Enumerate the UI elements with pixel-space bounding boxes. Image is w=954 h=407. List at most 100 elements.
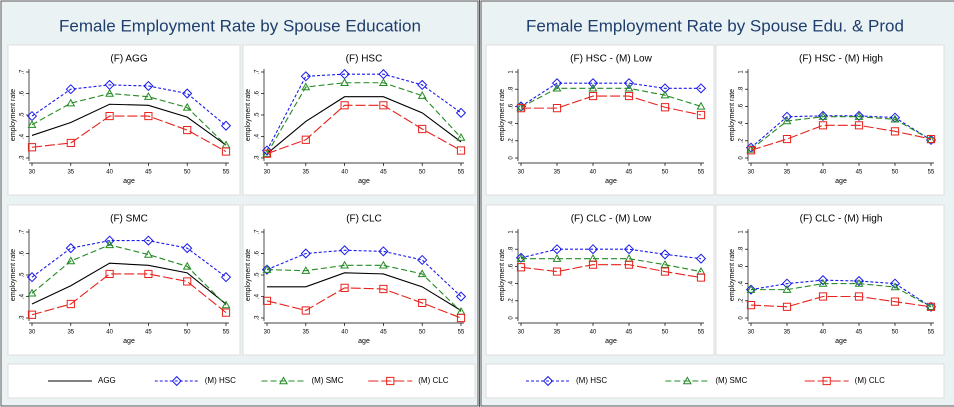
chart-box [485, 44, 715, 196]
series-line [31, 103, 227, 146]
legend-label: (M) SMC [312, 376, 344, 385]
marker [588, 83, 598, 92]
x-tick-label: 40 [820, 330, 827, 336]
marker [27, 310, 37, 319]
marker [782, 285, 792, 293]
series-line [750, 124, 932, 151]
marker [660, 267, 670, 276]
chart-box [242, 44, 476, 196]
marker [552, 104, 562, 113]
marker [854, 112, 864, 120]
x-axis-label: age [835, 178, 847, 185]
marker [300, 71, 311, 82]
chart-title: (F) AGG [110, 54, 147, 65]
y-tick-label: .2 [739, 298, 745, 304]
x-tick-label: 40 [106, 330, 113, 336]
marker [746, 146, 756, 155]
marker [516, 263, 526, 272]
marker [624, 91, 634, 101]
marker [301, 266, 311, 274]
legend-marker [171, 375, 182, 387]
y-tick-label: 1 [509, 230, 515, 234]
marker [456, 146, 466, 155]
marker [340, 283, 349, 292]
x-tick-label: 45 [145, 170, 152, 176]
chart-title: (F) CLC [346, 214, 382, 225]
marker [782, 134, 792, 144]
x-axis-label: age [605, 338, 617, 345]
y-tick-label: .6 [255, 90, 261, 96]
series-line [521, 95, 702, 116]
x-tick-label: 35 [784, 170, 791, 176]
marker [143, 80, 154, 92]
y-tick-label: .6 [255, 250, 261, 256]
y-tick-label: .4 [20, 293, 26, 299]
y-tick-label: .6 [739, 263, 745, 269]
marker [182, 88, 193, 99]
marker [624, 83, 634, 92]
marker [221, 147, 231, 156]
legend-marker [279, 376, 288, 385]
y-axis-label: employment rate [10, 89, 17, 141]
x-tick-label: 40 [106, 170, 113, 176]
y-tick-label: 1 [739, 230, 745, 234]
marker [588, 91, 598, 101]
x-tick-label: 50 [892, 170, 899, 176]
series-line [750, 295, 932, 308]
series-line [266, 264, 462, 312]
marker [818, 121, 828, 130]
y-axis-label: employment rate [729, 89, 736, 141]
marker [220, 120, 232, 131]
marker [854, 278, 864, 287]
x-tick-label: 45 [626, 170, 633, 176]
marker [417, 91, 427, 99]
marker [516, 104, 526, 113]
marker [623, 244, 635, 255]
panel-title: Female Employment Rate by Spouse Educati… [59, 16, 421, 35]
y-tick-label: .2 [509, 138, 515, 144]
series-line [31, 240, 227, 278]
series-line [750, 116, 932, 150]
legend-marker [542, 375, 554, 387]
x-tick-label: 30 [518, 330, 525, 336]
x-tick-label: 30 [29, 330, 36, 336]
series-line [31, 262, 227, 305]
marker [378, 246, 389, 257]
marker [890, 297, 900, 306]
y-tick-label: .2 [739, 138, 745, 144]
marker [660, 103, 670, 112]
marker [456, 313, 466, 323]
x-tick-label: 30 [748, 170, 755, 176]
series-line [31, 273, 227, 316]
series-line [266, 82, 462, 154]
marker [340, 260, 350, 269]
marker [378, 78, 388, 86]
marker [105, 240, 115, 249]
series-line [31, 92, 227, 146]
x-axis-label: age [835, 338, 847, 345]
x-tick-label: 45 [380, 330, 387, 336]
series-line [31, 115, 227, 153]
y-tick-label: .3 [20, 315, 26, 321]
series-line [520, 264, 702, 279]
marker [889, 278, 901, 289]
marker [262, 149, 272, 158]
marker [340, 78, 350, 86]
x-tick-label: 30 [748, 330, 755, 336]
y-axis-label: employment rate [245, 249, 252, 301]
y-tick-label: .6 [20, 250, 26, 256]
series-line [266, 287, 462, 319]
marker [853, 275, 865, 287]
marker [301, 82, 311, 91]
y-tick-label: 1 [509, 70, 515, 74]
marker [182, 261, 192, 270]
marker [143, 235, 154, 246]
y-tick-label: .5 [20, 112, 26, 118]
x-tick-label: 45 [145, 330, 152, 336]
x-tick-label: 55 [928, 330, 935, 336]
marker [659, 249, 671, 260]
x-tick-label: 45 [856, 330, 863, 336]
marker [818, 112, 828, 120]
x-tick-label: 50 [184, 170, 191, 176]
chart-title: (F) SMC [110, 214, 148, 225]
